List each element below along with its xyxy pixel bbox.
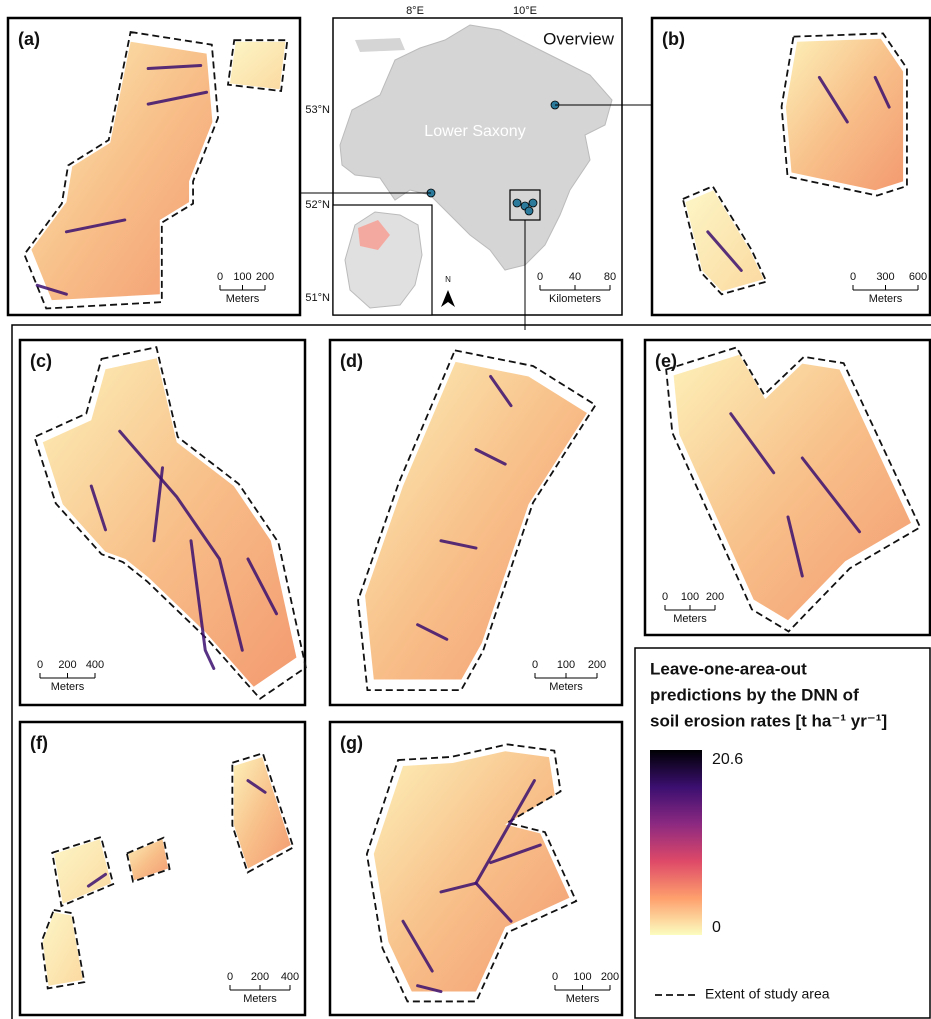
scale-label: 100 (573, 971, 591, 983)
legend-extent: Extent of study area (705, 986, 830, 1002)
panel-label: (c) (30, 351, 52, 371)
lon-label: 8°E (406, 5, 424, 17)
color-ramp (650, 750, 702, 935)
field (786, 39, 903, 190)
panel-label: (b) (662, 29, 685, 49)
site (529, 199, 537, 207)
scale-label: 80 (604, 271, 616, 283)
scale-label: 200 (58, 659, 76, 671)
lon-label: 10°E (513, 5, 537, 17)
site (513, 199, 521, 207)
panel-label: (a) (18, 29, 40, 49)
panel-label: (e) (655, 351, 677, 371)
scale-label: 200 (256, 271, 274, 283)
scale-label: 600 (909, 271, 927, 283)
scale-label: 0 (532, 659, 538, 671)
field (128, 839, 168, 880)
field (365, 362, 587, 680)
scale-label: 0 (662, 591, 668, 603)
field (31, 42, 212, 300)
scale-label: 400 (86, 659, 104, 671)
panel-label: (d) (340, 351, 363, 371)
panel-label: (g) (340, 733, 363, 753)
scale-label: 0 (537, 271, 543, 283)
scale-label: 200 (706, 591, 724, 603)
scale-unit: Meters (243, 993, 277, 1005)
scale-label: 100 (233, 271, 251, 283)
scale-label: 40 (569, 271, 581, 283)
scale-label: 300 (876, 271, 894, 283)
scale-label: 0 (552, 971, 558, 983)
overview-map (300, 18, 652, 330)
scale-label: 200 (588, 659, 606, 671)
scale-label: 100 (557, 659, 575, 671)
scale-label: 400 (281, 971, 299, 983)
legend-title: soil erosion rates [t ha⁻¹ yr⁻¹] (650, 711, 887, 730)
scale-unit: Meters (673, 613, 707, 625)
panel: (d) (330, 340, 622, 705)
scale-label: 0 (227, 971, 233, 983)
field (43, 358, 297, 687)
field (230, 42, 285, 90)
scale-unit: Meters (51, 681, 85, 693)
legend-title: Leave-one-area-out (650, 659, 807, 678)
scale-unit: Kilometers (549, 293, 601, 305)
field (674, 355, 911, 621)
scale-unit: Meters (226, 293, 260, 305)
scale-unit: Meters (869, 293, 903, 305)
legend-title: predictions by the DNN of (650, 685, 859, 704)
ramp-min: 0 (712, 919, 721, 936)
region-label: Lower Saxony (424, 123, 525, 140)
site (525, 207, 533, 215)
islands (355, 38, 405, 52)
field (685, 190, 763, 291)
field (374, 751, 570, 991)
panel: (c) (20, 340, 306, 705)
scale-label: 0 (850, 271, 856, 283)
north-label: N (445, 275, 451, 284)
scale-label: 100 (681, 591, 699, 603)
overview-title: Overview (543, 29, 615, 48)
scale-label: 200 (251, 971, 269, 983)
lat-label: 52°N (305, 199, 330, 211)
lat-label: 53°N (305, 104, 330, 116)
scale-label: 0 (217, 271, 223, 283)
scale-unit: Meters (549, 681, 583, 693)
figure: (a)0100200Meters(b)0300600Meters(c)02004… (0, 0, 931, 1019)
panel-label: (f) (30, 733, 48, 753)
scale-unit: Meters (566, 993, 600, 1005)
scale-label: 200 (601, 971, 619, 983)
lat-label: 51°N (305, 292, 330, 304)
ramp-max: 20.6 (712, 751, 743, 768)
scale-label: 0 (37, 659, 43, 671)
